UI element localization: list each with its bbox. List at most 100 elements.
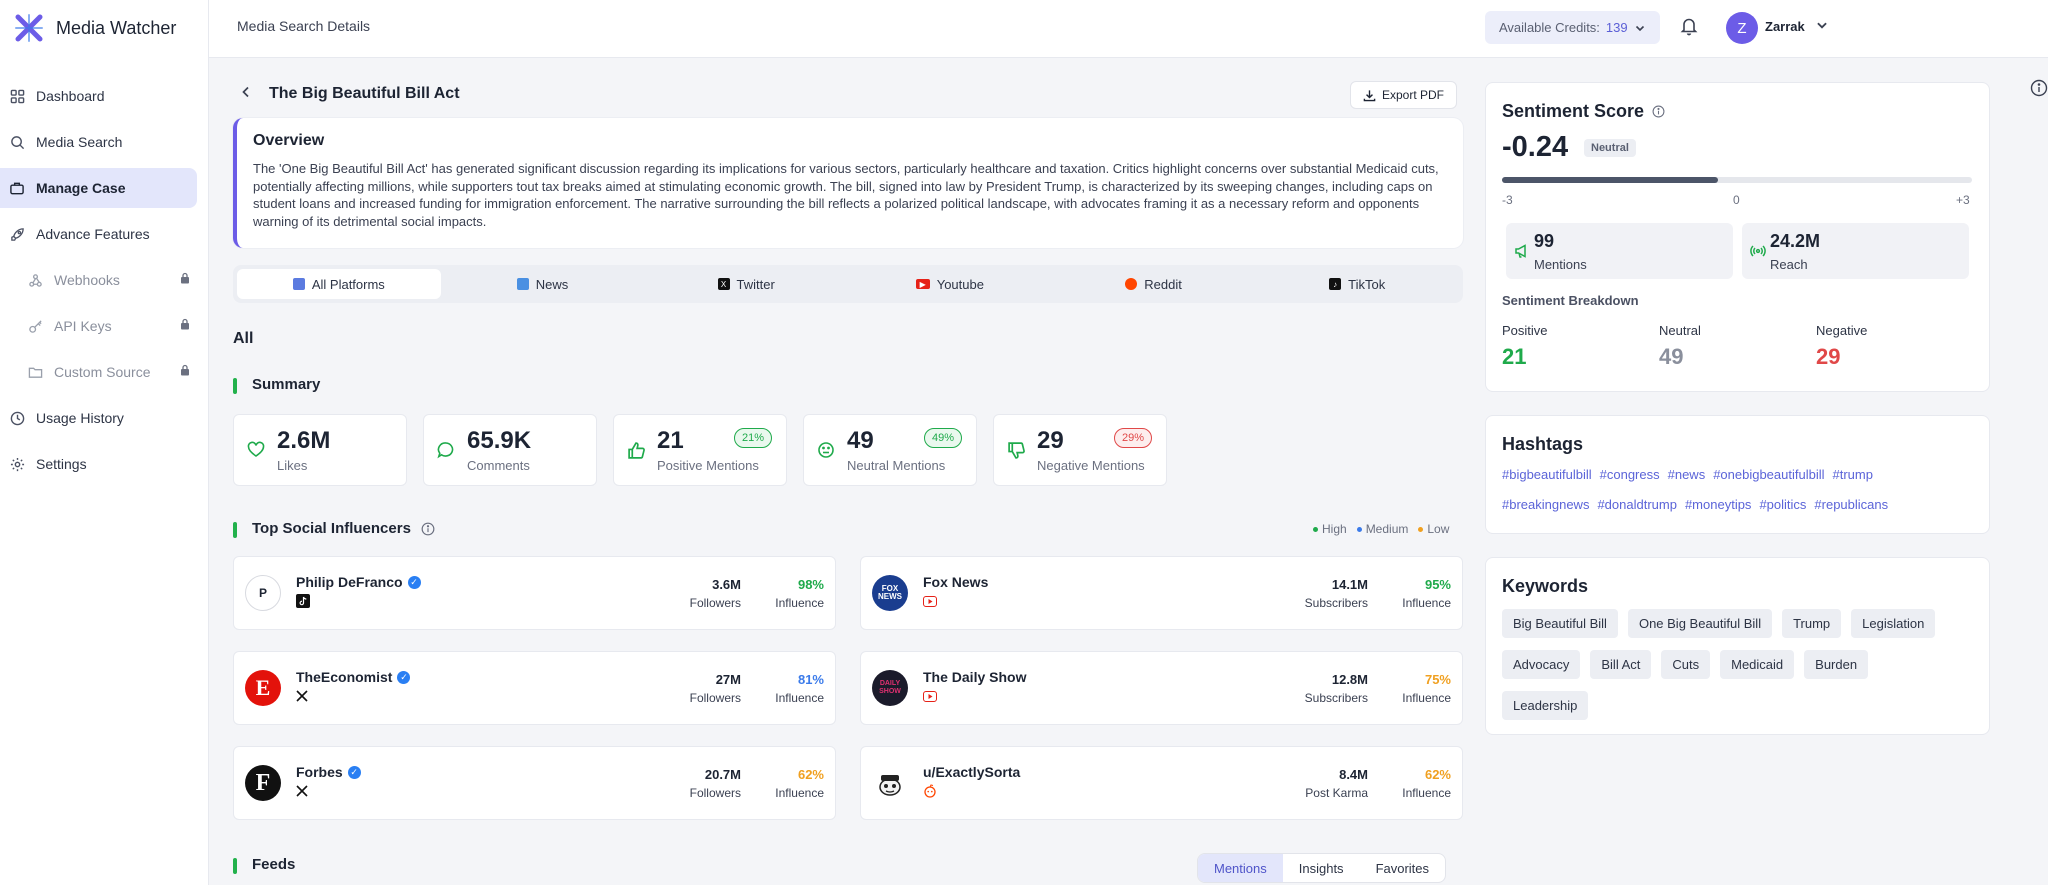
legend-medium: Medium <box>1356 522 1408 536</box>
hashtag-link[interactable]: #breakingnews <box>1502 497 1590 512</box>
tab-label: Reddit <box>1144 276 1182 292</box>
summary-stats: 2.6M Likes 65.9K Comments 21 Positive Me… <box>233 414 1167 486</box>
tab-tiktok[interactable]: ♪ TikTok <box>1255 269 1459 299</box>
sidebar-item-custom-source[interactable]: Custom Source <box>0 352 196 392</box>
tab-all-platforms[interactable]: All Platforms <box>237 269 441 299</box>
influencer-card[interactable]: E TheEconomist ✓ 27M Followers 81% Influenc… <box>233 651 836 725</box>
hashtag-link[interactable]: #republicans <box>1814 497 1889 512</box>
clock-icon <box>8 409 26 427</box>
influence-label: Influence <box>1402 786 1451 800</box>
sidebar-item-dashboard[interactable]: Dashboard <box>0 76 196 116</box>
tab-favorites[interactable]: Favorites <box>1375 860 1430 876</box>
post-karma-metric: 8.4M Post Karma <box>1305 767 1368 800</box>
tab-reddit[interactable]: Reddit <box>1052 269 1256 299</box>
subscribers-metric: 12.8M Subscribers <box>1305 672 1368 705</box>
influence-label: Influence <box>775 786 824 800</box>
followers-metric: 20.7M Followers <box>690 767 741 800</box>
stat-negative-mentions: 29 Negative Mentions 29% <box>993 414 1167 486</box>
keyword-chip[interactable]: Legislation <box>1851 609 1936 638</box>
tab-insights[interactable]: Insights <box>1298 860 1344 876</box>
hashtag-link[interactable]: #moneytips <box>1684 497 1752 512</box>
sidebar-item-api-keys[interactable]: API Keys <box>0 306 196 346</box>
neutral-percent-badge: 49% <box>923 428 962 448</box>
platform-tabs: All Platforms News X Twitter ▶ Youtube R… <box>233 265 1463 303</box>
influencer-card[interactable]: DAILY SHOW The Daily Show 12.8M Subscribe… <box>860 651 1463 725</box>
keyword-chip[interactable]: Cuts <box>1661 650 1711 679</box>
metric-label: Followers <box>689 596 741 610</box>
keyword-chip[interactable]: Big Beautiful Bill <box>1502 609 1618 638</box>
keyword-chip[interactable]: Leadership <box>1502 691 1589 720</box>
keyword-chip[interactable]: Bill Act <box>1590 650 1652 679</box>
stat-value: 21 <box>657 427 684 454</box>
influence-label: Influence <box>1402 596 1451 610</box>
youtube-icon <box>923 689 937 707</box>
back-arrow-icon[interactable] <box>239 85 253 104</box>
page-title: Media Search Details <box>237 18 371 34</box>
influencer-card[interactable]: FOX NEWS Fox News 14.1M Subscribers 95% In… <box>860 556 1463 630</box>
sentiment-title: Sentiment Score <box>1502 101 1645 121</box>
hashtag-link[interactable]: #trump <box>1832 467 1873 482</box>
grid-icon <box>8 87 26 105</box>
user-name[interactable]: Zarrak <box>1765 19 1805 34</box>
hashtag-list: #bigbeautifulbill #congress #news #onebi… <box>1502 467 1973 527</box>
keywords-title: Keywords <box>1502 576 1589 596</box>
info-icon[interactable] <box>421 522 435 536</box>
hashtag-link[interactable]: #politics <box>1759 497 1807 512</box>
sidebar-item-manage-case[interactable]: Manage Case <box>0 168 197 208</box>
credits-dropdown[interactable]: Available Credits: 139 <box>1485 11 1660 44</box>
hashtag-link[interactable]: #congress <box>1599 467 1660 482</box>
influence-metric: 75% Influence <box>1402 672 1451 705</box>
tab-youtube[interactable]: ▶ Youtube <box>848 269 1052 299</box>
tab-news[interactable]: News <box>441 269 645 299</box>
hashtag-link[interactable]: #news <box>1667 467 1706 482</box>
keyword-list: Big Beautiful Bill One Big Beautiful Bil… <box>1502 609 1973 732</box>
all-platforms-icon <box>292 278 305 290</box>
chevron-down-icon[interactable] <box>1815 18 1829 37</box>
tab-twitter[interactable]: X Twitter <box>644 269 848 299</box>
sidebar-item-media-search[interactable]: Media Search <box>0 122 196 162</box>
keyword-chip[interactable]: One Big Beautiful Bill <box>1627 609 1773 638</box>
breakdown-label: Positive <box>1502 323 1548 338</box>
feeds-heading: Feeds <box>233 856 296 874</box>
stat-label: Negative Mentions <box>1037 458 1145 473</box>
info-icon[interactable] <box>1652 105 1665 118</box>
keyword-chip[interactable]: Advocacy <box>1502 650 1581 679</box>
lock-icon <box>180 272 190 287</box>
export-pdf-button[interactable]: Export PDF <box>1350 81 1458 109</box>
sidebar-item-webhooks[interactable]: Webhooks <box>0 260 196 300</box>
brand[interactable]: Media Watcher <box>0 0 208 56</box>
tab-mentions[interactable]: Mentions <box>1198 854 1283 882</box>
legend-label: High <box>1322 522 1347 536</box>
hashtag-link[interactable]: #onebigbeautifulbill <box>1713 467 1825 482</box>
case-header: The Big Beautiful Bill Act Export PDF <box>233 78 1463 112</box>
bell-icon[interactable] <box>1680 16 1698 41</box>
tab-label: TikTok <box>1348 276 1386 292</box>
influencer-card[interactable]: P Philip DeFranco ✓ 3.6M Followers 98% Infl… <box>233 556 836 630</box>
keyword-chip[interactable]: Burden <box>1804 650 1869 679</box>
info-icon[interactable] <box>2030 79 2048 102</box>
sidebar-item-settings[interactable]: Settings <box>0 444 196 484</box>
influencer-name: The Daily Show <box>923 669 1027 685</box>
sidebar-item-usage-history[interactable]: Usage History <box>0 398 196 438</box>
scale-mid: 0 <box>1733 193 1740 207</box>
influencer-card[interactable]: u/ExactlySorta 8.4M Post Karma 62% Influen… <box>860 746 1463 820</box>
sentiment-card: Sentiment Score -0.24 Neutral -3 0 +3 99… <box>1485 82 1990 392</box>
keyword-chip[interactable]: Trump <box>1782 609 1842 638</box>
feeds-title: Feeds <box>252 856 296 873</box>
sidebar-item-advance-features[interactable]: Advance Features <box>0 214 196 254</box>
influencer-card[interactable]: F Forbes ✓ 20.7M Followers 62% Influence <box>233 746 836 820</box>
folder-icon <box>26 363 44 381</box>
hashtag-link[interactable]: #donaldtrump <box>1597 497 1677 512</box>
metric-value: 12.8M <box>1331 672 1368 687</box>
overview-title: Overview <box>253 132 325 149</box>
search-icon <box>8 133 26 151</box>
reddit-icon <box>923 784 937 803</box>
briefcase-icon <box>8 179 26 197</box>
legend-label: Low <box>1427 522 1450 536</box>
verified-badge-icon: ✓ <box>397 670 411 684</box>
influence-value: 62% <box>797 767 824 782</box>
webhook-icon <box>26 271 44 289</box>
hashtag-link[interactable]: #bigbeautifulbill <box>1502 467 1592 482</box>
avatar[interactable]: Z <box>1726 12 1758 44</box>
keyword-chip[interactable]: Medicaid <box>1720 650 1795 679</box>
